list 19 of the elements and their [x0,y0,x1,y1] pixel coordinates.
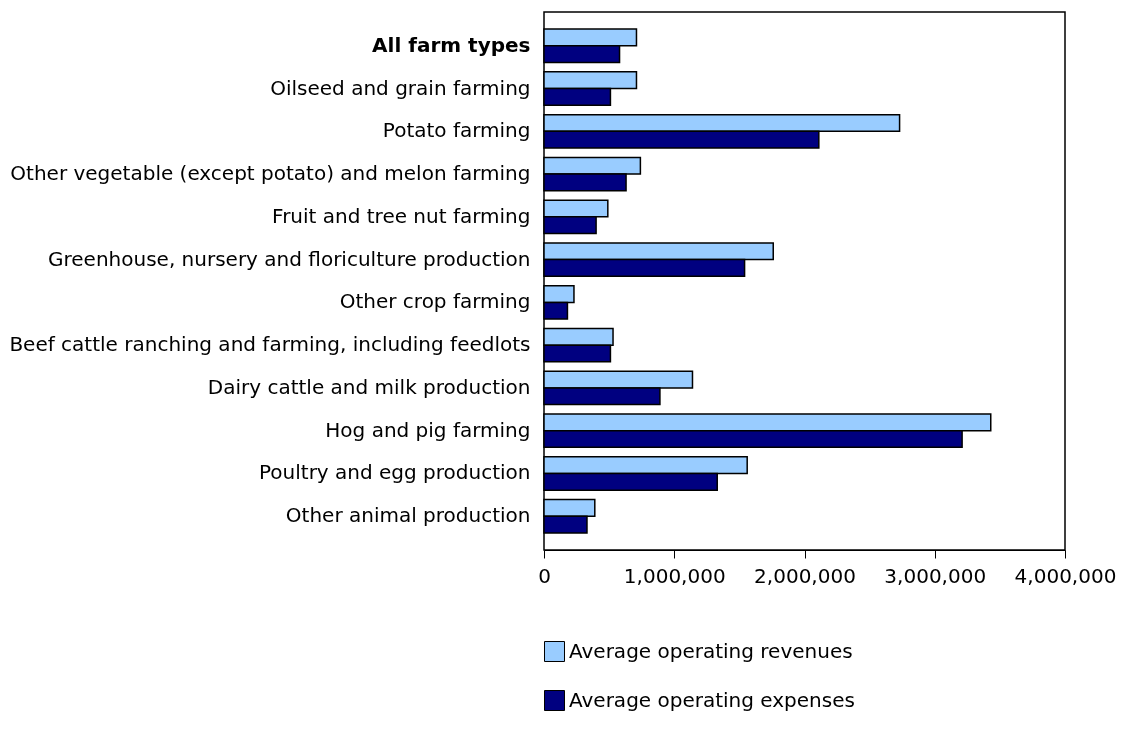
y-tick-label: Poultry and egg production [258,460,531,485]
legend-label: Average operating revenues [569,638,853,663]
y-tick-label: Hog and pig farming [325,417,531,442]
legend-label: Average operating expenses [569,687,855,712]
y-tick-label: Oilseed and grain farming [270,75,531,100]
x-tick-label: 3,000,000 [884,563,987,588]
y-tick-label: Greenhouse, nursery and floriculture production [48,246,531,271]
y-tick-label: Fruit and tree nut farming [272,203,531,228]
y-tick-label: All farm types [372,32,531,57]
y-tick-label: Other crop farming [339,289,531,314]
x-tick-label: 1,000,000 [623,563,726,588]
y-tick-label: Beef cattle ranching and farming, including feedlots [9,332,531,357]
y-tick-label: Dairy cattle and milk production [207,374,531,399]
x-tick-label: 0 [538,563,551,588]
y-tick-label: Potato farming [382,118,531,143]
y-tick-label: Other vegetable (except potato) and melon farming [10,161,531,186]
x-tick-label: 4,000,000 [1014,563,1117,588]
y-tick-label: Other animal production [285,503,531,528]
x-tick-label: 2,000,000 [754,563,856,588]
